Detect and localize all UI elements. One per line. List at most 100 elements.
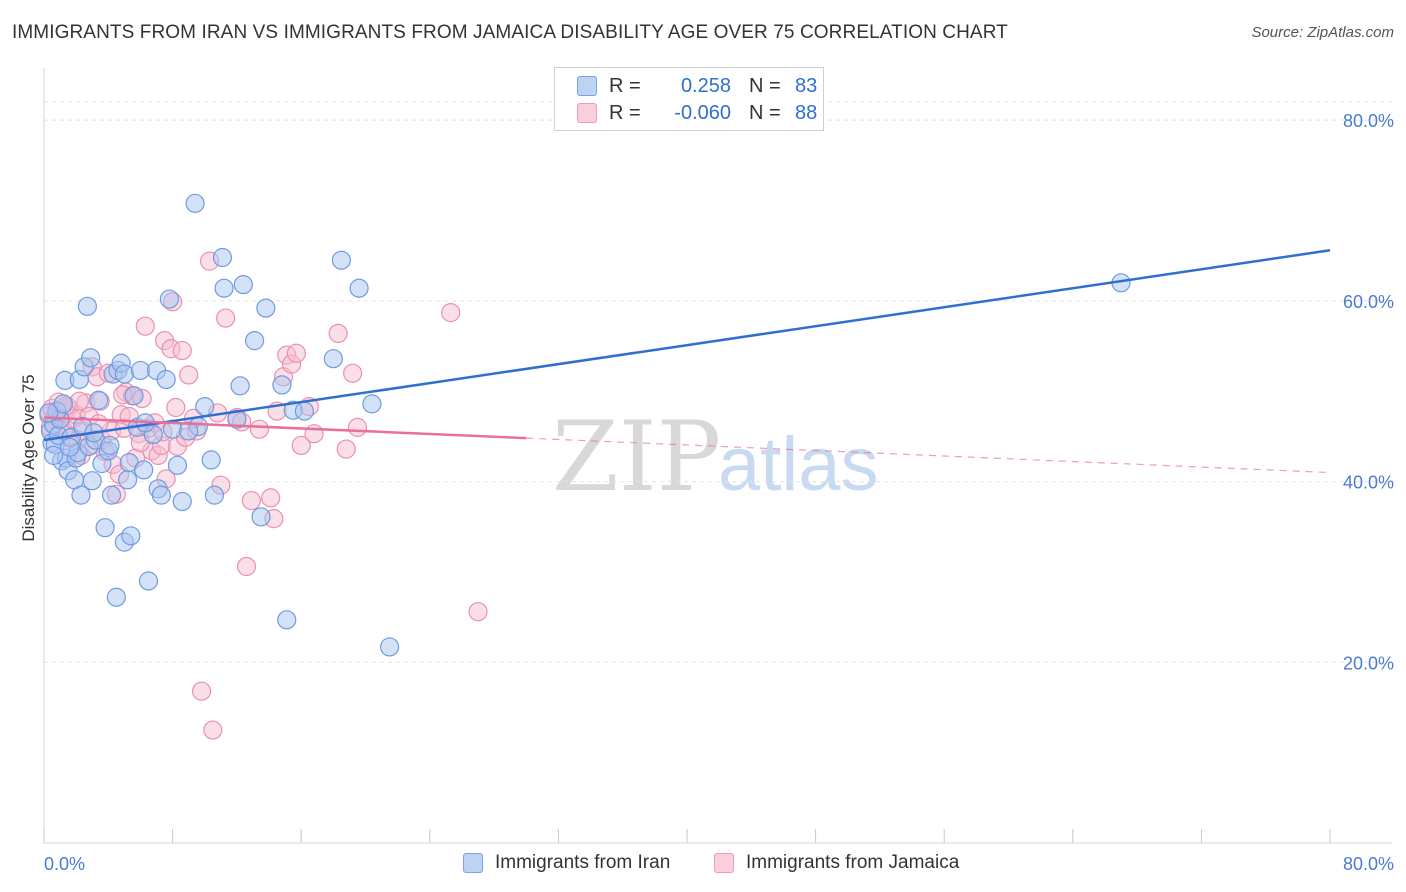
jamaica-point-71 — [336, 439, 356, 459]
iran-point-58 — [233, 275, 253, 295]
iran-point-81 — [44, 445, 64, 465]
iran-point-79 — [227, 409, 247, 429]
iran-point-70 — [380, 637, 400, 657]
iran-point-82 — [60, 437, 80, 457]
iran-point-19 — [81, 348, 101, 368]
jamaica-point-78 — [69, 391, 89, 411]
series-legend-jamaica: Immigrants from Jamaica — [714, 852, 959, 874]
iran-point-63 — [277, 610, 297, 630]
series-legend-iran: Immigrants from Iran — [463, 852, 670, 874]
iran-point-62 — [272, 375, 292, 395]
iran-point-46 — [159, 289, 179, 309]
jamaica-point-72 — [343, 363, 363, 383]
iran-point-78 — [179, 421, 199, 441]
iran-point-45 — [156, 369, 176, 390]
jamaica-swatch — [577, 103, 597, 123]
iran-point-38 — [130, 360, 151, 381]
iran-point-52 — [195, 396, 215, 417]
jamaica-point-37 — [135, 316, 155, 336]
iran-point-40 — [138, 571, 159, 591]
jamaica-point-74 — [441, 303, 461, 323]
jamaica-point-48 — [172, 340, 192, 361]
legend-jamaica-n-value: 88 — [795, 101, 818, 124]
iran-point-22 — [89, 390, 109, 410]
iran-trend-line — [43, 249, 1331, 442]
jamaica-point-70 — [328, 323, 348, 344]
iran-point-69 — [362, 394, 382, 414]
axes — [43, 68, 1392, 844]
jamaica-point-58 — [236, 556, 257, 577]
iran-point-36 — [124, 386, 144, 406]
iran-point-24 — [95, 518, 115, 538]
iran-point-26 — [101, 485, 122, 505]
series-legend-iran-label: Immigrants from Iran — [495, 852, 671, 873]
series-legend-jamaica-label: Immigrants from Jamaica — [746, 852, 960, 873]
iran-swatch — [577, 76, 597, 96]
iran-point-31 — [114, 364, 134, 384]
legend-iran-r-value: 0.258 — [680, 74, 731, 97]
iran-point-56 — [214, 278, 234, 298]
iran-point-80 — [39, 403, 59, 423]
trend-lines — [43, 249, 1331, 474]
iran-point-49 — [172, 491, 192, 512]
zipatlas-watermark: ZIP atlas — [552, 401, 879, 513]
watermark-zip: ZIP — [552, 401, 721, 513]
x-tick-label-1: 80.0% — [1343, 854, 1394, 874]
jamaica-point-56 — [216, 308, 236, 328]
jamaica-point-54 — [203, 720, 223, 740]
legend-iran-r-label: R = — [609, 74, 641, 97]
iran-point-67 — [331, 250, 351, 270]
y-axis-label: Disability Age Over 75 — [19, 374, 38, 541]
stats-legend: R = 0.258 N = 83 R = -0.060 N = 88 — [554, 67, 824, 131]
iran-point-28 — [106, 587, 126, 607]
legend-jamaica-r-label: R = — [609, 101, 641, 124]
jamaica-point-69 — [304, 424, 324, 444]
jamaica-point-61 — [261, 488, 281, 508]
jamaica-point-66 — [286, 343, 306, 363]
jamaica-point-59 — [241, 490, 261, 511]
source-credit: Source: ZipAtlas.com — [1251, 24, 1394, 41]
watermark-atlas: atlas — [718, 422, 879, 507]
iran-point-44 — [151, 485, 171, 505]
jamaica-point-83 — [166, 397, 186, 418]
series-legend-iran-swatch — [463, 853, 483, 873]
iran-points — [39, 193, 1131, 657]
iran-point-20 — [82, 471, 102, 491]
iran-point-68 — [349, 278, 369, 298]
legend-jamaica-r-value: -0.060 — [674, 101, 731, 124]
iran-point-73 — [53, 394, 73, 414]
iran-point-35 — [121, 526, 141, 546]
iran-point-33 — [117, 470, 138, 490]
y-tick-label-2: 60.0% — [1343, 292, 1394, 312]
iran-point-61 — [256, 298, 276, 318]
iran-point-54 — [204, 485, 224, 505]
legend-iran-n-label: N = — [749, 74, 781, 97]
jamaica-point-67 — [291, 435, 311, 456]
jamaica-trend-line-extension — [526, 437, 1331, 474]
jamaica-point-52 — [191, 681, 212, 701]
iran-point-60 — [251, 507, 271, 527]
series-legend-jamaica-swatch — [714, 853, 734, 873]
x-tick-label-0: 0.0% — [44, 854, 85, 874]
y-tick-label-0: 20.0% — [1343, 653, 1394, 673]
jamaica-point-50 — [179, 365, 199, 385]
iran-point-15 — [71, 485, 91, 505]
legend-row-jamaica: R = -0.060 N = 88 — [577, 100, 817, 126]
iran-point-57 — [230, 376, 250, 396]
iran-point-66 — [323, 349, 343, 369]
iran-point-48 — [167, 455, 188, 475]
series-legend: Immigrants from Iran Immigrants from Jam… — [0, 852, 1406, 878]
iran-point-17 — [77, 296, 98, 316]
iran-point-53 — [201, 450, 221, 470]
iran-point-76 — [100, 435, 120, 456]
iran-point-65 — [294, 401, 315, 421]
iran-point-50 — [185, 193, 205, 213]
y-tick-label-3: 80.0% — [1343, 111, 1394, 131]
jamaica-point-75 — [468, 602, 488, 622]
iran-point-55 — [212, 247, 233, 268]
legend-row-iran: R = 0.258 N = 83 — [577, 73, 817, 99]
iran-point-59 — [244, 331, 265, 351]
jamaica-trend-line — [43, 416, 527, 440]
jamaica-point-73 — [347, 417, 368, 437]
